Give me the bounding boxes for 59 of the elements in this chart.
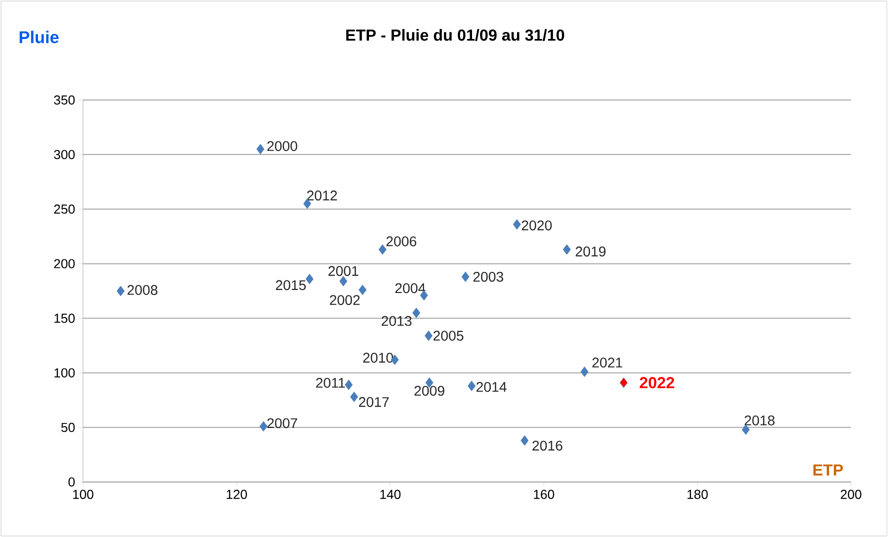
annotation: 2017: [359, 397, 389, 407]
x-tick-label: 120: [226, 490, 247, 499]
annotation: 2018: [744, 415, 775, 426]
annotation: 2021: [592, 358, 622, 368]
y-axis-title: Pluie: [20, 30, 59, 44]
chart-title: ETP - Pluie du 01/09 au 31/10: [346, 29, 564, 41]
y-tick-label: 350: [54, 95, 75, 105]
annotation: 2009: [414, 386, 444, 396]
annotation: 2010: [363, 352, 394, 363]
point: [339, 276, 348, 286]
x-tick-label: 160: [534, 490, 554, 499]
x-tick-label: 180: [688, 490, 708, 499]
series-label: 2022: [640, 377, 674, 388]
x-tick-label: 100: [73, 490, 94, 499]
y-tick-label: 0: [68, 477, 75, 487]
y-tick-label: 100: [54, 368, 75, 378]
y-tick-label: 300: [54, 150, 75, 160]
annotation: 2020: [522, 220, 552, 230]
point: [350, 392, 358, 402]
point: [256, 144, 264, 154]
y-tick-label: 250: [54, 204, 75, 214]
annotation: 2004: [395, 283, 426, 294]
point: [358, 284, 367, 296]
point: [378, 244, 386, 255]
annotation: 2013: [382, 316, 412, 326]
point: [580, 366, 588, 377]
annotation: 2011: [316, 378, 345, 388]
annotation: 2019: [576, 246, 606, 256]
point: [424, 330, 433, 341]
point: [512, 219, 521, 230]
point: [620, 377, 628, 388]
annotation: 2015: [276, 280, 306, 290]
annotation: 2001: [328, 266, 358, 276]
point: [462, 272, 470, 282]
annotation: 2003: [473, 272, 504, 282]
annotation: 2005: [434, 330, 464, 341]
x-tick-label: 200: [840, 490, 862, 499]
y-tick-label: 150: [54, 314, 75, 323]
point: [260, 421, 268, 432]
annotation: 2008: [128, 285, 158, 295]
annotation: 2014: [476, 382, 507, 392]
annotation: 2000: [267, 141, 298, 152]
annotation: 2012: [307, 190, 337, 200]
point: [520, 435, 529, 446]
y-tick-label: 50: [61, 422, 75, 432]
annotation: 2007: [267, 418, 298, 428]
point: [116, 286, 125, 296]
annotation: 2016: [532, 440, 562, 451]
point: [344, 380, 353, 390]
x-tick-label: 140: [380, 490, 401, 499]
x-axis-title: ETP: [813, 464, 843, 476]
y-tick-label: 200: [54, 259, 75, 268]
point: [562, 244, 571, 255]
annotation: 2006: [386, 236, 416, 246]
annotation: 2002: [330, 295, 360, 306]
point: [306, 274, 314, 284]
point: [412, 308, 420, 318]
point: [468, 380, 476, 392]
point: [742, 424, 750, 435]
